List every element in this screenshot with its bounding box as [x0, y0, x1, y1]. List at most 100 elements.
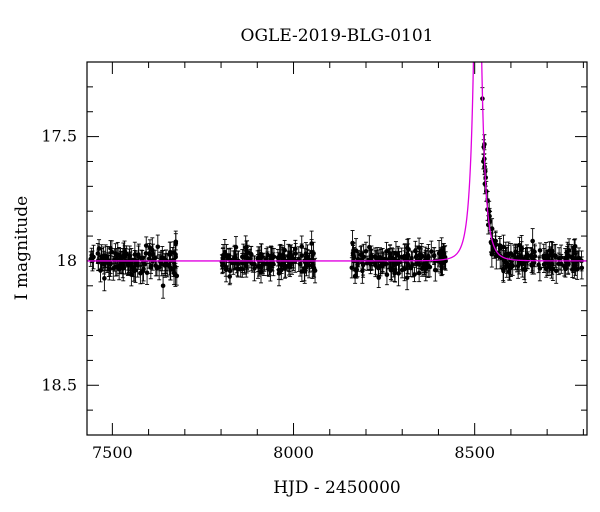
- data-marker: [369, 253, 374, 259]
- data-marker: [562, 256, 568, 261]
- data-marker: [405, 261, 410, 266]
- data-marker: [160, 283, 166, 289]
- data-marker: [136, 252, 141, 257]
- data-point: [160, 246, 165, 272]
- data-marker: [530, 238, 535, 244]
- data-marker: [163, 262, 168, 268]
- data-marker: [121, 253, 126, 258]
- data-marker: [311, 264, 316, 269]
- data-marker: [431, 253, 437, 258]
- data-point: [174, 266, 180, 286]
- data-marker: [537, 248, 543, 253]
- data-point: [302, 255, 307, 282]
- data-point: [414, 245, 420, 267]
- data-marker: [147, 245, 153, 251]
- data-marker: [376, 275, 382, 280]
- data-marker: [116, 252, 122, 257]
- data-marker: [529, 254, 534, 260]
- data-point: [392, 264, 397, 282]
- data-marker: [549, 261, 555, 267]
- data-marker: [297, 261, 303, 267]
- y-tick-label: 18: [57, 251, 77, 270]
- data-point: [260, 253, 266, 274]
- data-marker: [153, 263, 159, 269]
- data-point: [297, 251, 303, 277]
- data-marker: [515, 263, 521, 269]
- data-point: [429, 240, 434, 263]
- data-marker: [143, 251, 149, 256]
- data-marker: [95, 251, 101, 256]
- data-point: [153, 255, 159, 277]
- data-marker: [372, 254, 378, 259]
- data-point: [95, 243, 101, 264]
- data-point: [378, 255, 383, 277]
- data-marker: [384, 272, 390, 278]
- data-point: [565, 254, 571, 274]
- data-marker: [395, 253, 401, 258]
- data-point: [173, 230, 179, 257]
- data-marker: [541, 262, 547, 267]
- data-point: [402, 243, 408, 270]
- data-point: [399, 261, 405, 279]
- data-marker: [252, 266, 257, 271]
- data-point: [412, 266, 417, 283]
- data-marker: [147, 251, 152, 256]
- data-marker: [396, 271, 401, 276]
- data-point: [529, 247, 534, 266]
- data-point: [541, 256, 547, 273]
- data-marker: [419, 266, 425, 272]
- data-point: [102, 265, 107, 292]
- data-point: [572, 257, 577, 279]
- data-point: [562, 248, 568, 269]
- plot-frame: [86, 61, 588, 436]
- data-marker: [429, 249, 434, 254]
- chart-title: OGLE-2019-BLG-0101: [241, 26, 434, 46]
- data-marker: [493, 253, 499, 259]
- data-marker: [173, 241, 179, 246]
- data-point: [108, 253, 113, 274]
- data-point: [369, 245, 374, 267]
- data-marker: [572, 244, 577, 250]
- data-marker: [510, 263, 516, 269]
- data-point: [220, 248, 226, 269]
- data-marker: [572, 266, 577, 271]
- data-marker: [414, 253, 420, 259]
- data-point: [305, 249, 310, 268]
- x-tick-label: 8000: [273, 443, 314, 462]
- data-marker: [423, 261, 429, 267]
- data-marker: [369, 259, 375, 264]
- data-marker: [506, 269, 512, 274]
- data-marker: [160, 256, 165, 261]
- data-marker: [127, 253, 133, 259]
- data-marker: [378, 263, 383, 269]
- data-marker: [144, 270, 150, 276]
- data-point: [431, 247, 437, 264]
- data-point: [309, 230, 314, 257]
- data-points: [88, 87, 585, 299]
- x-tick-label: 8500: [454, 443, 495, 462]
- data-point: [160, 272, 166, 299]
- data-marker: [293, 251, 298, 256]
- data-marker: [278, 254, 283, 259]
- data-marker: [120, 266, 126, 271]
- data-point: [268, 245, 274, 267]
- data-marker: [441, 251, 447, 256]
- data-marker: [433, 267, 438, 273]
- data-point: [144, 260, 150, 285]
- data-marker: [360, 268, 365, 274]
- data-marker: [523, 256, 528, 261]
- data-marker: [497, 246, 503, 251]
- data-marker: [412, 272, 417, 277]
- data-marker: [565, 261, 571, 267]
- y-axis-label: I magnitude: [12, 196, 32, 300]
- data-point: [120, 255, 126, 282]
- data-marker: [302, 266, 307, 271]
- y-tick-label: 17.5: [41, 127, 77, 146]
- x-axis-label: HJD - 2450000: [273, 478, 401, 498]
- data-point: [510, 255, 516, 276]
- data-marker: [171, 266, 176, 272]
- data-point: [530, 228, 535, 254]
- data-marker: [493, 238, 498, 244]
- data-marker: [240, 254, 245, 260]
- data-point: [155, 234, 161, 259]
